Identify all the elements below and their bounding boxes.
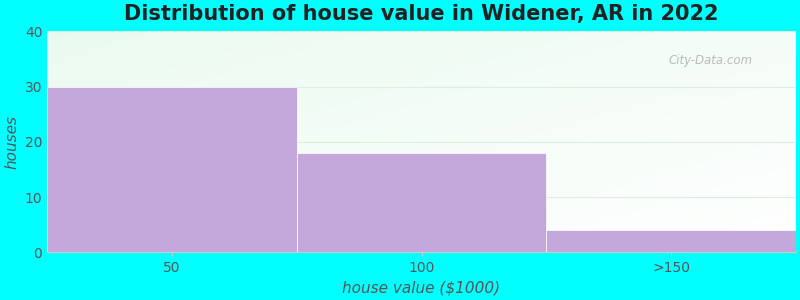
Bar [47,86,297,252]
Y-axis label: houses: houses [4,115,19,169]
Bar [546,230,796,252]
Title: Distribution of house value in Widener, AR in 2022: Distribution of house value in Widener, … [124,4,718,24]
Bar [297,153,546,252]
X-axis label: house value ($1000): house value ($1000) [342,281,501,296]
Text: City-Data.com: City-Data.com [669,53,753,67]
